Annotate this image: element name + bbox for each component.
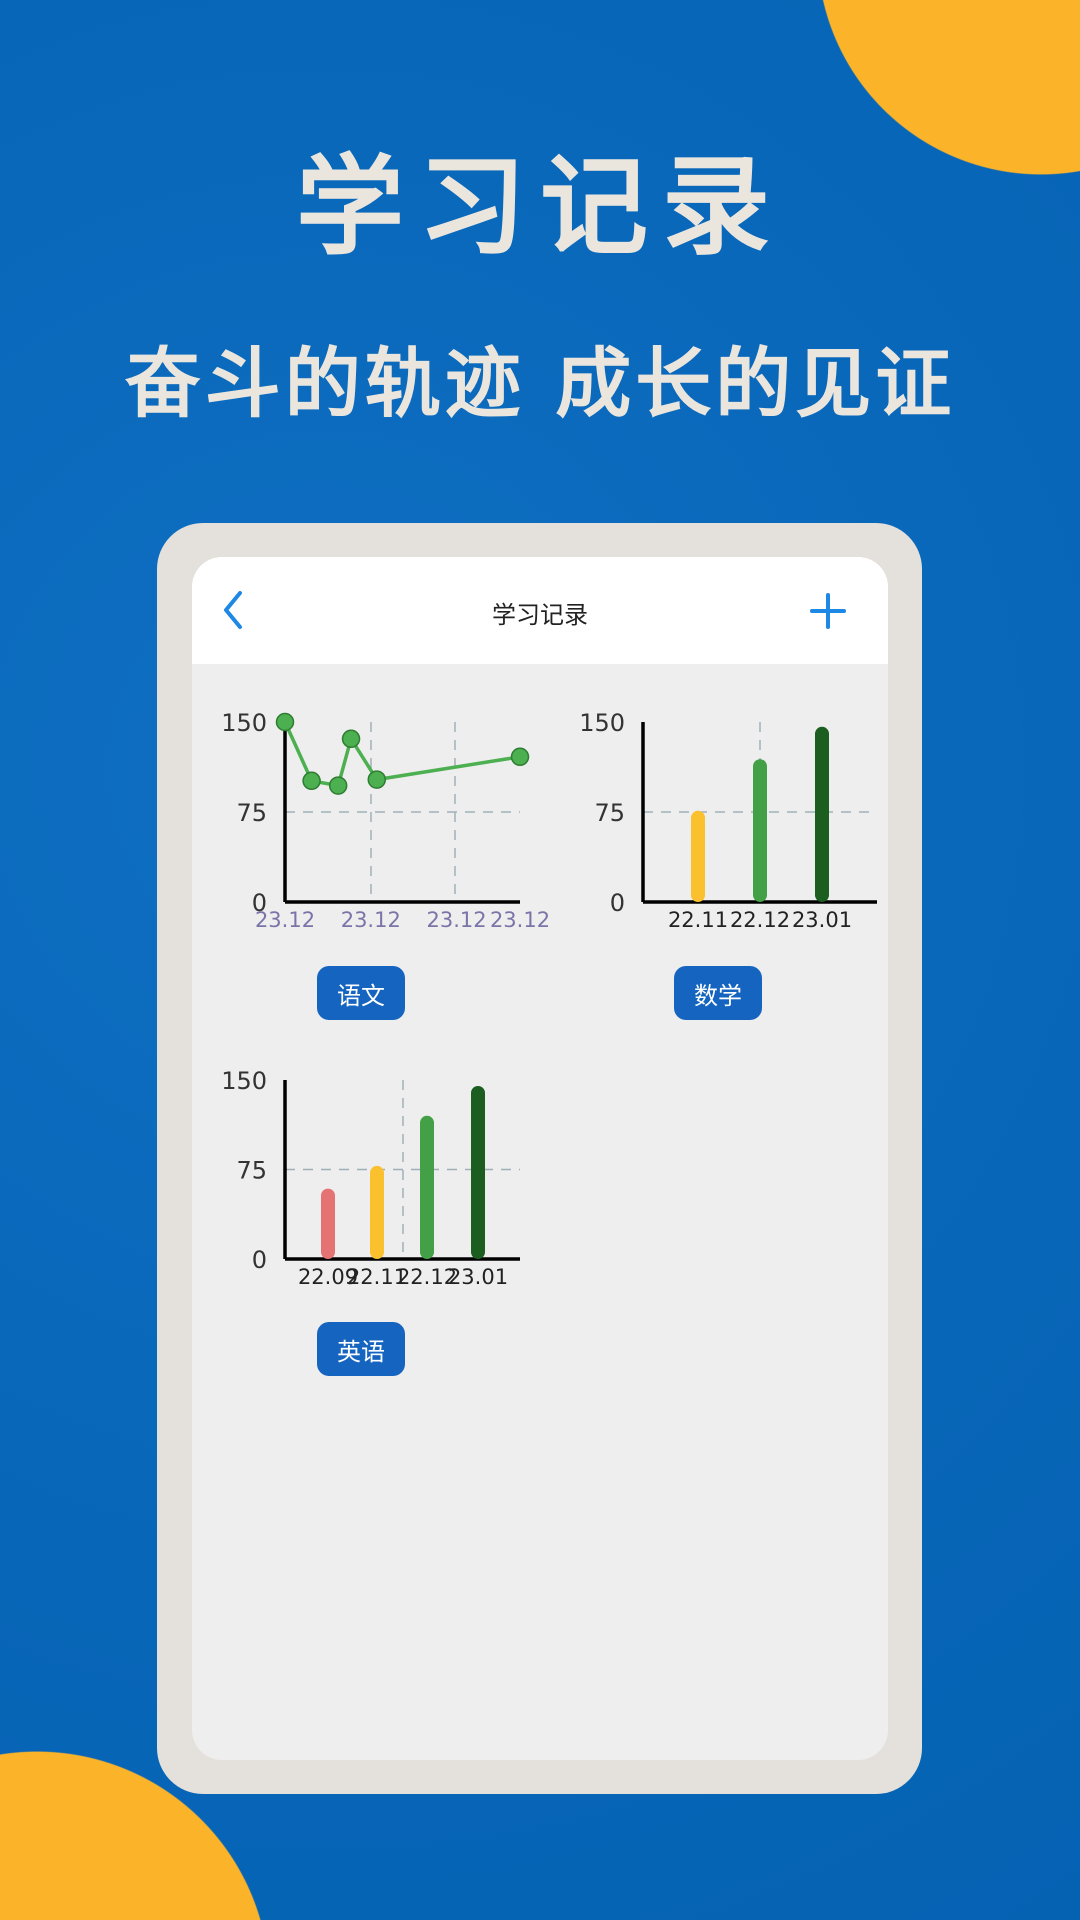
hero-subtitle: 奋斗的轨迹 成长的见证 [124,339,956,428]
app-screen: 学习记录 [192,557,888,1760]
subject-button-chinese[interactable]: 语文 [317,966,405,1020]
chevron-left-icon [224,591,242,629]
page-title: 学习记录 [492,601,588,629]
subject-button-math[interactable]: 数学 [674,966,762,1020]
back-button[interactable] [214,587,254,633]
plus-icon [810,593,846,629]
hero-title: 学习记录 [295,144,784,270]
add-button[interactable] [806,589,850,633]
app-header: 学习记录 [192,557,888,664]
subject-button-english[interactable]: 英语 [317,1322,405,1376]
decor-circle-top-right [817,0,1080,175]
